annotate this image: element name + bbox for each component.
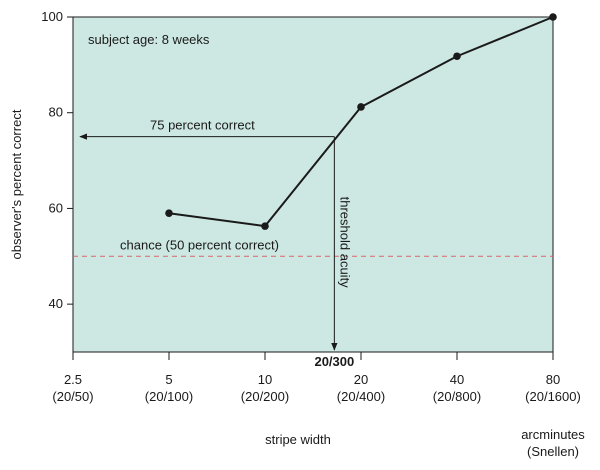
x-tick-label: 2.5: [64, 372, 82, 387]
data-points: [165, 13, 557, 230]
data-point: [453, 52, 461, 61]
plot-area: [72, 16, 554, 353]
x-axis-title: stripe width: [265, 432, 331, 447]
threshold-snellen-label: 20/300: [314, 354, 354, 369]
x-tick-snellen-label: (20/50): [52, 389, 93, 404]
x-tick-label: 10: [258, 372, 272, 387]
threshold-acuity-label: threshold acuity: [337, 197, 352, 289]
chance-label: chance (50 percent correct): [120, 237, 279, 252]
y-tick-label: 60: [49, 200, 63, 215]
data-point: [165, 209, 173, 218]
x-tick-label: 80: [546, 372, 560, 387]
x-tick-snellen-label: (20/400): [337, 389, 385, 404]
y-axis-title: observer's percent correct: [9, 109, 24, 259]
x-tick-snellen-label: (20/1600): [525, 389, 581, 404]
y-tick-label: 100: [41, 9, 63, 24]
x-tick-label: 20: [354, 372, 368, 387]
x-axis-ticks: 2.5 (20/50) 5 (20/100) 10 (20/200) 20 (20/400) 4…: [52, 352, 581, 404]
criterion-label: 75 percent correct: [150, 118, 255, 133]
y-tick-label: 80: [49, 105, 63, 120]
data-point: [261, 222, 269, 230]
x-tick-snellen-label: (20/100): [145, 389, 193, 404]
y-axis-ticks: 40 60 80 100: [41, 9, 73, 311]
units-sublabel: (Snellen): [527, 444, 579, 459]
x-tick-snellen-label: (20/800): [433, 389, 481, 404]
x-tick-label: 5: [165, 372, 172, 387]
x-tick-snellen-label: (20/200): [241, 389, 289, 404]
y-tick-label: 40: [49, 296, 63, 311]
subject-age-annotation: subject age: 8 weeks: [88, 32, 210, 47]
units-label: arcminutes: [521, 427, 585, 442]
x-tick-label: 40: [450, 372, 464, 387]
data-point: [549, 13, 557, 21]
data-point: [357, 103, 365, 111]
